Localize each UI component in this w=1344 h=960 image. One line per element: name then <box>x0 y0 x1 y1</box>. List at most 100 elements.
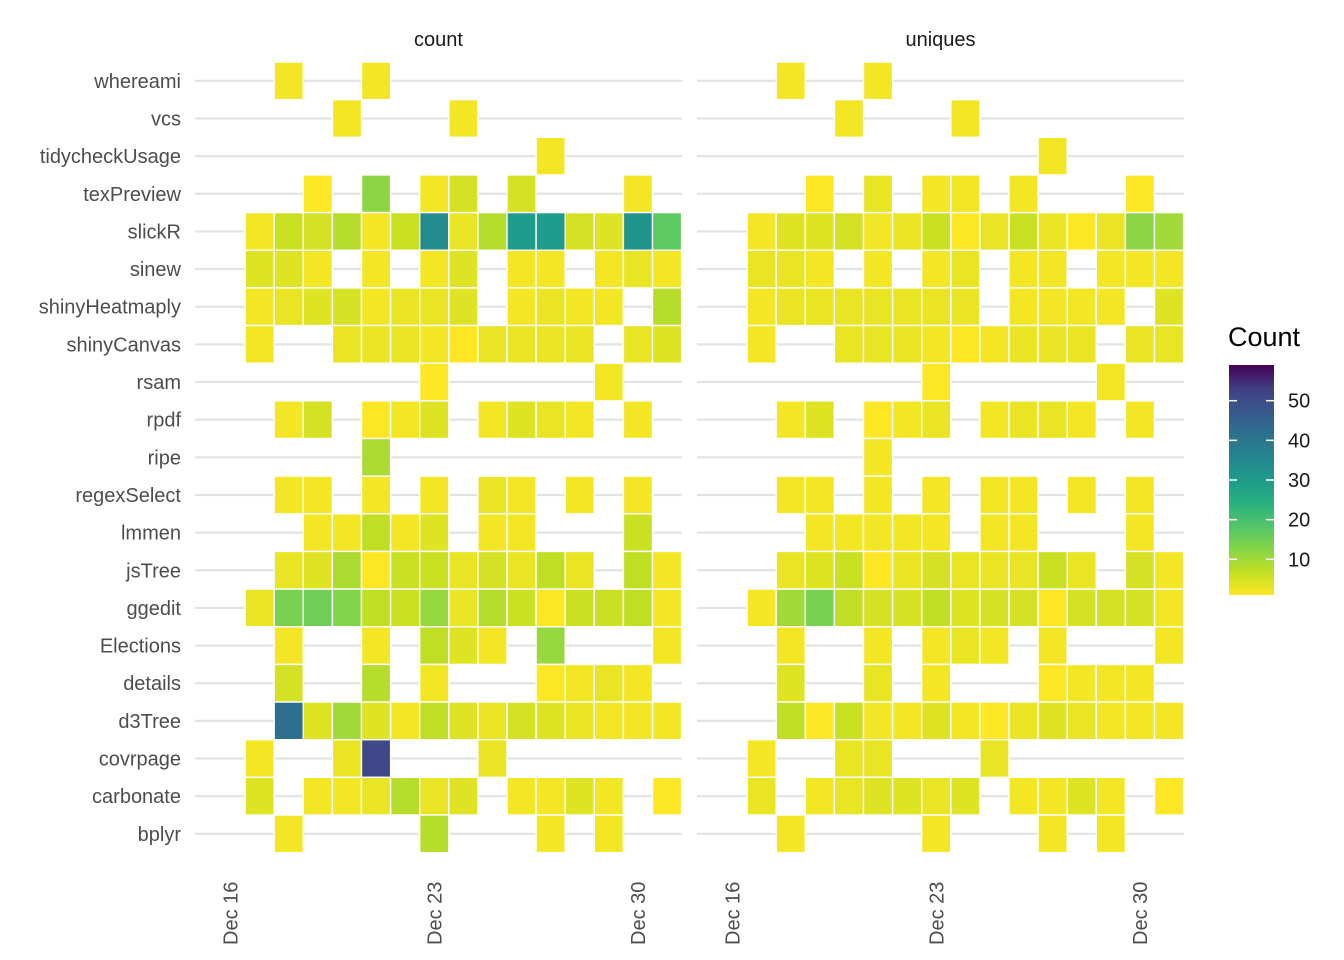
heatmap-cell <box>833 776 865 816</box>
heatmap-cell <box>331 211 363 251</box>
heatmap-cell <box>950 174 981 214</box>
heatmap-cell <box>477 588 508 628</box>
heatmap-cell <box>622 588 654 628</box>
heatmap-cell <box>891 287 923 327</box>
heatmap-cell <box>775 400 807 440</box>
heatmap-cell <box>950 211 981 251</box>
legend-tick-label: 30 <box>1288 470 1310 492</box>
heatmap-cell <box>804 174 836 214</box>
heatmap-cell <box>448 550 479 590</box>
heatmap-cell <box>448 174 479 214</box>
heatmap-cell <box>360 287 392 327</box>
heatmap-cell <box>331 98 363 139</box>
heatmap-cell <box>1153 588 1185 628</box>
heatmap-cell <box>1066 324 1097 364</box>
heatmap-cell <box>1066 701 1097 741</box>
heatmap-cell <box>477 626 508 666</box>
heatmap-cell <box>273 701 305 741</box>
heatmap-cell <box>1037 287 1068 327</box>
heatmap-cell <box>331 701 363 741</box>
heatmap-cell <box>1037 550 1068 590</box>
heatmap-cell <box>1037 814 1068 854</box>
y-tick-label: ripe <box>148 447 181 469</box>
heatmap-cell <box>804 550 836 590</box>
y-tick-label: slickR <box>128 221 181 243</box>
heatmap-cell <box>775 475 807 515</box>
heatmap-cell <box>921 324 952 364</box>
facet-panel-count: count Dec 16 Dec 23 Dec 30 <box>195 29 683 945</box>
heatmap-cell <box>360 324 392 364</box>
heatmap-cell <box>1153 626 1185 666</box>
x-tick-label: Dec 30 <box>1130 882 1152 945</box>
heatmap-cell <box>1124 475 1156 515</box>
heatmap-cell <box>833 701 865 741</box>
heatmap-cell <box>1124 588 1156 628</box>
heatmap-cell <box>273 61 305 101</box>
heatmap-cell <box>331 776 363 816</box>
heatmap-cell <box>419 550 450 590</box>
heatmap-cell <box>891 324 923 364</box>
heatmap-cell <box>1037 588 1068 628</box>
heatmap-cell <box>651 701 683 741</box>
y-tick-label: regexSelect <box>75 485 181 507</box>
heatmap-cell <box>950 776 981 816</box>
x-tick-label: Dec 16 <box>221 882 243 945</box>
heatmap-cell <box>564 550 596 590</box>
heatmap-cell <box>302 513 334 553</box>
heatmap-cell <box>862 739 894 779</box>
heatmap-cell <box>651 626 683 666</box>
heatmap-cell <box>921 588 952 628</box>
heatmap-cell <box>921 814 952 854</box>
heatmap-cell <box>1124 324 1156 364</box>
heatmap-cell <box>833 513 865 553</box>
heatmap-cell <box>535 550 566 590</box>
heatmap-cell <box>622 211 654 251</box>
heatmap-cell <box>804 400 836 440</box>
heatmap-cell <box>302 400 334 440</box>
heatmap-cell <box>1008 211 1039 251</box>
heatmap-cell <box>389 513 421 553</box>
heatmap-cell <box>651 211 683 251</box>
heatmap-cell <box>862 550 894 590</box>
heatmap-cell <box>360 61 392 101</box>
heatmap-cell <box>593 701 625 741</box>
heatmap-cell <box>622 249 654 289</box>
heatmap-cell <box>775 211 807 251</box>
heatmap-cell <box>862 513 894 553</box>
heatmap-cell <box>775 61 807 101</box>
heatmap-cell <box>950 626 981 666</box>
y-tick-label: Elections <box>100 636 181 658</box>
heatmap-cell <box>564 287 596 327</box>
heatmap-cell <box>1153 550 1185 590</box>
heatmap-cell <box>360 475 392 515</box>
heatmap-cell <box>862 663 894 703</box>
heatmap-cell <box>1095 362 1127 402</box>
heatmap-cell <box>1066 211 1097 251</box>
heatmap-cell <box>979 211 1010 251</box>
heatmap-cell <box>389 701 421 741</box>
heatmap-cell <box>1095 211 1127 251</box>
heatmap-cell <box>564 324 596 364</box>
heatmap-cell <box>302 701 334 741</box>
heatmap-cell <box>862 324 894 364</box>
heatmap-cell <box>1037 776 1068 816</box>
heatmap-cell <box>1095 249 1127 289</box>
heatmap-cell <box>535 400 566 440</box>
heatmap-cell <box>651 287 683 327</box>
heatmap-cell <box>1037 626 1068 666</box>
x-tick-label: Dec 16 <box>723 882 745 945</box>
heatmap-cell <box>775 626 807 666</box>
heatmap-cell <box>950 98 981 139</box>
heatmap-cell <box>535 211 566 251</box>
heatmap-cell <box>804 513 836 553</box>
heatmap-cell <box>564 588 596 628</box>
heatmap-cell <box>804 249 836 289</box>
heatmap-cell <box>921 701 952 741</box>
heatmap-cell <box>389 550 421 590</box>
heatmap-cell <box>921 663 952 703</box>
y-tick-label: covrpage <box>99 749 181 771</box>
heatmap-cell <box>891 550 923 590</box>
heatmap-cell <box>1008 400 1039 440</box>
heatmap-cell <box>1095 663 1127 703</box>
heatmap-cell <box>564 776 596 816</box>
